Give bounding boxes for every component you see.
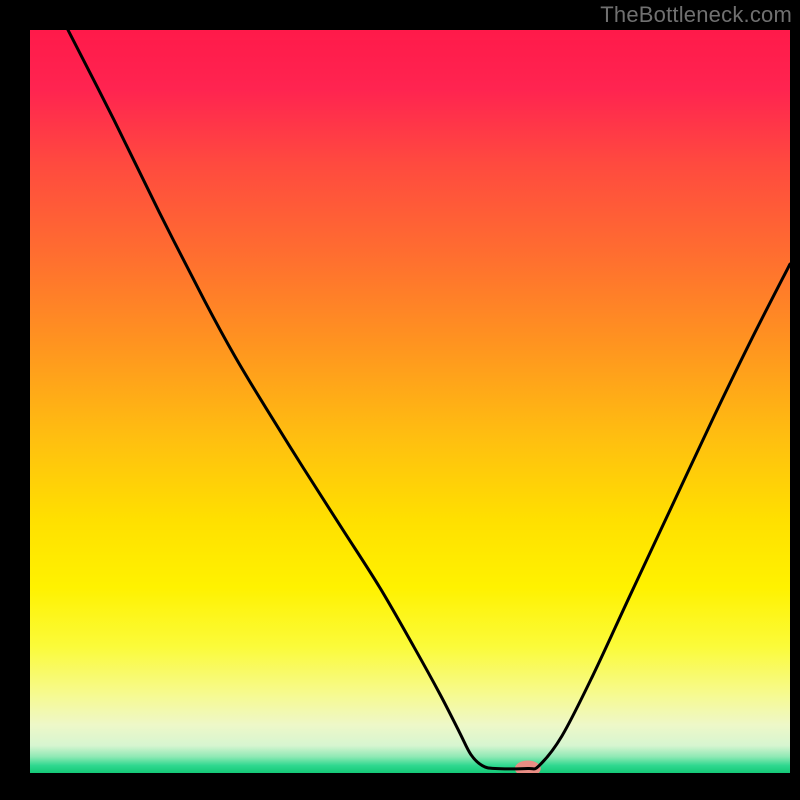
gradient-background bbox=[30, 30, 790, 773]
plot-area bbox=[30, 30, 790, 773]
chart-frame: TheBottleneck.com bbox=[0, 0, 800, 800]
chart-svg bbox=[30, 30, 790, 773]
watermark-text: TheBottleneck.com bbox=[600, 2, 792, 28]
